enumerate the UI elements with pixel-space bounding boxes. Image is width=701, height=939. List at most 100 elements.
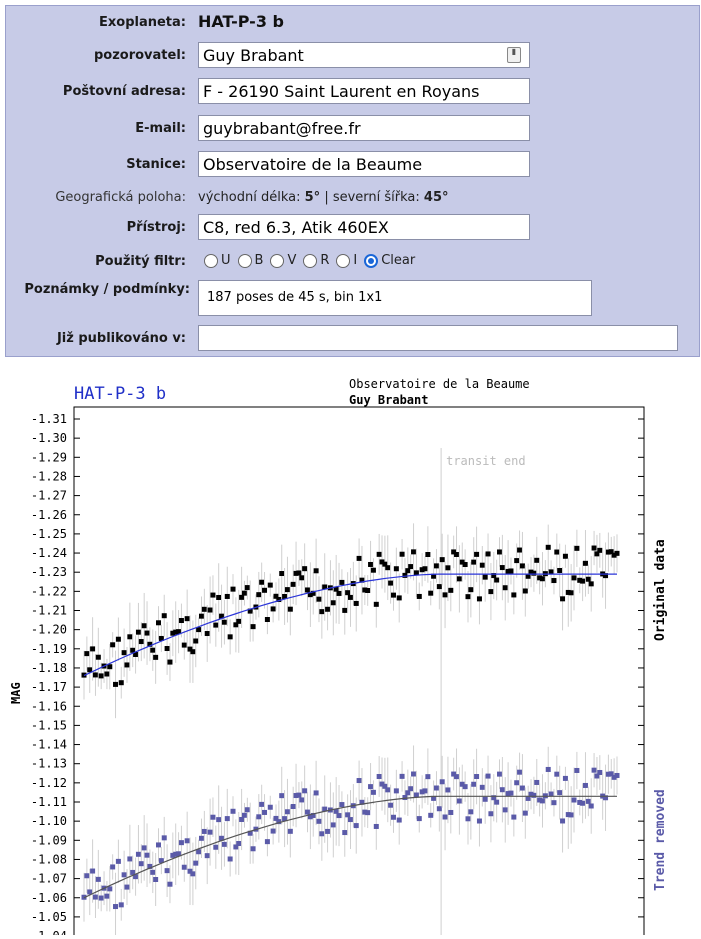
data-point — [92, 672, 98, 678]
filter-option-clear[interactable]: Clear — [364, 253, 415, 268]
filter-radio-r[interactable] — [303, 253, 318, 268]
data-point — [359, 577, 365, 583]
data-point — [499, 565, 505, 571]
data-point — [431, 795, 437, 801]
data-point — [488, 811, 494, 817]
filter-radio-i[interactable] — [336, 253, 351, 268]
data-point — [138, 639, 144, 645]
data-point — [603, 795, 609, 801]
data-point — [548, 569, 554, 575]
data-point — [247, 608, 253, 614]
filter-option-i[interactable]: I — [336, 253, 357, 268]
data-point — [451, 771, 457, 777]
station-field[interactable]: Observatoire de la Beaume — [198, 151, 530, 177]
data-point — [284, 809, 290, 815]
published-label: Již publikováno v: — [56, 331, 186, 346]
data-point — [319, 609, 325, 615]
filter-option-r[interactable]: R — [303, 253, 329, 268]
data-point — [210, 592, 216, 598]
data-point — [554, 549, 560, 555]
data-point — [580, 578, 586, 584]
data-point — [339, 579, 345, 585]
data-point — [568, 590, 574, 596]
observer-value: Guy Brabant — [203, 46, 304, 65]
y-tick-label: -1.23 — [31, 565, 67, 579]
data-point — [574, 545, 580, 551]
data-point — [348, 817, 353, 823]
filter-radio-clear[interactable] — [364, 253, 379, 268]
data-point — [98, 673, 104, 679]
data-point — [141, 845, 147, 851]
filter-option-b[interactable]: B — [237, 253, 263, 268]
contact-card-icon[interactable]: ▮ — [507, 47, 521, 63]
data-point — [416, 816, 422, 822]
data-point — [494, 799, 500, 805]
data-point — [482, 574, 488, 580]
notes-field[interactable]: 187 poses de 45 s, bin 1x1 — [198, 280, 592, 316]
data-point — [239, 816, 245, 822]
instrument-row: Přístroj: C8, red 6.3, Atik 460EX — [6, 214, 696, 242]
data-point — [307, 592, 313, 598]
geo-lon-label: východní délka: — [198, 190, 301, 205]
data-point — [456, 576, 462, 582]
data-point — [396, 817, 402, 823]
data-point — [605, 771, 611, 777]
geo-lat-label: severní šířka: — [332, 190, 420, 205]
instrument-field[interactable]: C8, red 6.3, Atik 460EX — [198, 214, 530, 240]
data-point — [230, 586, 236, 592]
data-point — [373, 823, 379, 829]
filter-option-label: Clear — [381, 253, 416, 268]
chart-station: Observatoire de la Beaume — [349, 377, 530, 391]
data-point — [405, 790, 411, 796]
data-point — [519, 563, 525, 569]
y-tick-label: -1.05 — [31, 910, 67, 924]
data-point — [505, 568, 511, 574]
data-point — [150, 647, 156, 653]
data-point — [476, 596, 482, 602]
data-point — [368, 561, 374, 567]
geo-values: východní délka: 5° | severní šířka: 45° — [198, 190, 449, 205]
data-point — [433, 563, 439, 569]
address-field[interactable]: F - 26190 Saint Laurent en Royans — [198, 78, 530, 104]
address-label: Poštovní adresa: — [62, 84, 186, 99]
planet-row: Exoplaneta: HAT-P-3 b — [6, 12, 696, 34]
filter-option-v[interactable]: V — [270, 253, 296, 268]
data-point — [90, 868, 96, 874]
data-point — [497, 771, 503, 777]
data-point — [373, 601, 379, 607]
y-tick-label: -1.13 — [31, 757, 67, 771]
filter-option-u[interactable]: U — [204, 253, 231, 268]
filter-radio-b[interactable] — [237, 253, 252, 268]
data-point — [565, 589, 571, 595]
email-field[interactable]: guybrabant@free.fr — [198, 115, 530, 141]
data-point — [560, 818, 566, 824]
published-field[interactable] — [198, 325, 678, 351]
y-tick-label: -1.09 — [31, 833, 67, 847]
data-point — [345, 590, 351, 596]
data-point — [353, 823, 359, 829]
data-point — [370, 789, 376, 795]
data-point — [608, 771, 614, 777]
data-point — [382, 783, 388, 789]
observer-field[interactable]: Guy Brabant ▮ — [198, 42, 530, 68]
transit-end-label: transit end — [446, 454, 525, 468]
data-point — [310, 590, 316, 596]
data-point — [514, 558, 520, 564]
data-point — [207, 829, 213, 835]
geo-separator: | — [324, 190, 329, 205]
data-point — [611, 552, 617, 558]
filter-radio-v[interactable] — [270, 253, 285, 268]
data-point — [448, 587, 454, 593]
data-point — [270, 828, 276, 834]
data-point — [290, 581, 296, 587]
notes-label: Poznámky / podmínky: — [24, 282, 190, 297]
filter-radio-u[interactable] — [204, 253, 218, 268]
data-point — [224, 816, 230, 822]
data-point — [342, 607, 348, 613]
y-tick-label: -1.31 — [31, 412, 67, 426]
data-point — [173, 629, 179, 635]
data-point — [282, 816, 288, 822]
data-point — [565, 812, 571, 818]
y-tick-label: -1.06 — [31, 891, 67, 905]
data-point — [439, 557, 445, 563]
